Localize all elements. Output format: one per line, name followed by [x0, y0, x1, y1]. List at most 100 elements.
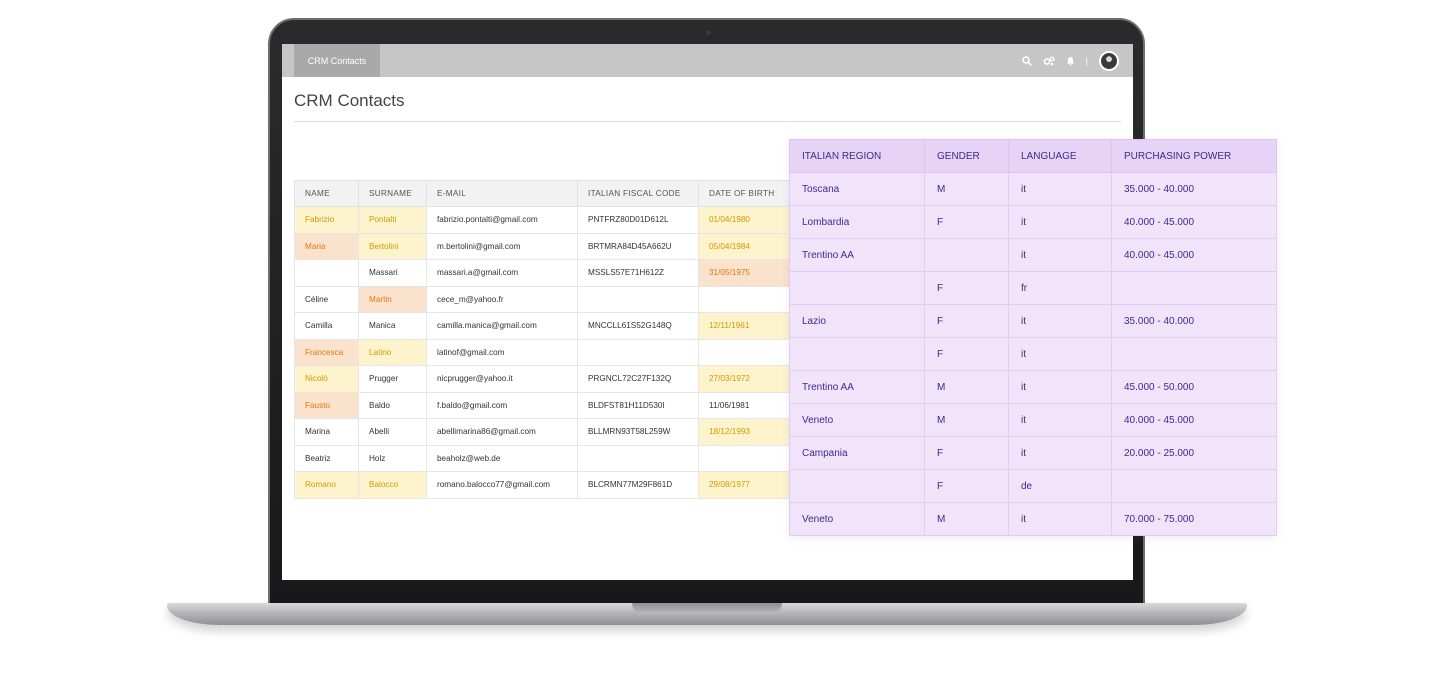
purchasing-power-cell: 35.000 - 40.000 — [1111, 304, 1277, 338]
column-header-italian-region[interactable]: ITALIAN REGION — [789, 139, 925, 173]
name-cell: Beatriz — [294, 444, 359, 472]
purchasing-power-cell — [1111, 271, 1277, 305]
enrichment-table: ITALIAN REGION GENDER LANGUAGE PURCHASIN… — [789, 139, 1277, 536]
column-header-surname[interactable]: SURNAME — [358, 180, 427, 207]
gender-cell: F — [924, 304, 1009, 338]
date-of-birth-cell: 12/11/1961 — [698, 312, 795, 340]
table-row[interactable]: Nicolò Prugger nicprugger@yahoo.it PRGNCL72… — [294, 365, 795, 393]
language-cell: it — [1008, 436, 1112, 470]
language-cell: fr — [1008, 271, 1112, 305]
laptop-base — [167, 603, 1247, 625]
name-cell — [294, 259, 359, 287]
gender-cell — [924, 238, 1009, 272]
date-of-birth-cell — [698, 444, 795, 472]
fiscal-code-cell: PNTFRZ80D01D612L — [577, 206, 699, 234]
gender-cell: F — [924, 469, 1009, 503]
table-row[interactable]: Francesca Latino latinof@gmail.com — [294, 338, 795, 366]
name-cell: Marina — [294, 418, 359, 446]
gender-cell: F — [924, 205, 1009, 239]
column-header-date-of-birth[interactable]: DATE OF BIRTH — [698, 180, 795, 207]
top-bar-actions: | — [1021, 44, 1119, 77]
surname-cell: Latino — [358, 338, 427, 366]
fiscal-code-cell — [577, 285, 699, 313]
table-row[interactable]: Romano Balocco romano.balocco77@gmail.com B… — [294, 471, 795, 499]
gender-cell: M — [924, 172, 1009, 206]
email-cell: massari.a@gmail.com — [426, 259, 578, 287]
gears-icon[interactable] — [1043, 56, 1055, 66]
fiscal-code-cell: MNCCLL61S52G148Q — [577, 312, 699, 340]
date-of-birth-cell: 27/03/1972 — [698, 365, 795, 393]
table-row[interactable]: Céline Martin cece_m@yahoo.fr — [294, 285, 795, 313]
column-header-fiscal-code[interactable]: ITALIAN FISCAL CODE — [577, 180, 699, 207]
region-cell: Veneto — [789, 502, 925, 536]
region-cell — [789, 469, 925, 503]
name-cell: Céline — [294, 285, 359, 313]
column-header-name[interactable]: NAME — [294, 180, 359, 207]
search-icon[interactable] — [1021, 55, 1032, 66]
region-cell: Veneto — [789, 403, 925, 437]
purchasing-power-cell: 45.000 - 50.000 — [1111, 370, 1277, 404]
top-bar-separator: | — [1085, 55, 1088, 66]
language-cell: it — [1008, 370, 1112, 404]
fiscal-code-cell: BLDFST81H11D530I — [577, 391, 699, 419]
purchasing-power-cell — [1111, 469, 1277, 503]
gender-cell: F — [924, 436, 1009, 470]
purchasing-power-cell: 40.000 - 45.000 — [1111, 403, 1277, 437]
surname-cell: Martin — [358, 285, 427, 313]
fiscal-code-cell: MSSLS57E71H612Z — [577, 259, 699, 287]
language-cell: it — [1008, 304, 1112, 338]
date-of-birth-cell: 01/04/1980 — [698, 206, 795, 234]
tab-crm-contacts[interactable]: CRM Contacts — [294, 44, 380, 77]
table-row[interactable]: Beatriz Holz beaholz@web.de — [294, 444, 795, 472]
fiscal-code-cell: BLCRMN77M29F861D — [577, 471, 699, 499]
table-row[interactable]: Camilla Manica camilla.manica@gmail.com MNC… — [294, 312, 795, 340]
laptop-lid: CRM Contacts | CRM Contacts — [268, 18, 1145, 608]
gender-cell: F — [924, 337, 1009, 371]
table-row[interactable]: Trentino AA it 40.000 - 45.000 — [789, 238, 1277, 272]
email-cell: nicprugger@yahoo.it — [426, 365, 578, 393]
date-of-birth-cell — [698, 285, 795, 313]
email-cell: camilla.manica@gmail.com — [426, 312, 578, 340]
language-cell: it — [1008, 205, 1112, 239]
purchasing-power-cell: 40.000 - 45.000 — [1111, 205, 1277, 239]
column-header-purchasing-power[interactable]: PURCHASING POWER — [1111, 139, 1277, 173]
email-cell: cece_m@yahoo.fr — [426, 285, 578, 313]
column-header-gender[interactable]: GENDER — [924, 139, 1009, 173]
date-of-birth-cell — [698, 338, 795, 366]
contacts-header-row: NAME SURNAME E-MAIL ITALIAN FISCAL CODE … — [294, 180, 795, 207]
bell-icon[interactable] — [1066, 56, 1075, 66]
table-row[interactable]: Marina Abelli abellimarina86@gmail.com BLLM… — [294, 418, 795, 446]
language-cell: it — [1008, 238, 1112, 272]
column-header-email[interactable]: E-MAIL — [426, 180, 578, 207]
column-header-language[interactable]: LANGUAGE — [1008, 139, 1112, 173]
region-cell: Lombardia — [789, 205, 925, 239]
surname-cell: Prugger — [358, 365, 427, 393]
region-cell: Lazio — [789, 304, 925, 338]
purchasing-power-cell: 35.000 - 40.000 — [1111, 172, 1277, 206]
table-row[interactable]: Maria Bertolini m.bertolini@gmail.com BRTMR… — [294, 232, 795, 260]
user-avatar[interactable] — [1099, 50, 1119, 71]
title-divider — [294, 121, 1121, 122]
table-row[interactable]: Massari massari.a@gmail.com MSSLS57E71H612… — [294, 259, 795, 287]
gender-cell: F — [924, 271, 1009, 305]
fiscal-code-cell — [577, 444, 699, 472]
language-cell: de — [1008, 469, 1112, 503]
table-row[interactable]: Fabrizio Pontalti fabrizio.pontalti@gmail.… — [294, 206, 795, 234]
name-cell: Romano — [294, 471, 359, 499]
laptop-screen: CRM Contacts | CRM Contacts — [282, 44, 1133, 580]
region-cell: Campania — [789, 436, 925, 470]
table-row[interactable]: Fausto Baldo f.baldo@gmail.com BLDFST81H11D… — [294, 391, 795, 419]
region-cell: Trentino AA — [789, 370, 925, 404]
gender-cell: M — [924, 502, 1009, 536]
name-cell: Fausto — [294, 391, 359, 419]
